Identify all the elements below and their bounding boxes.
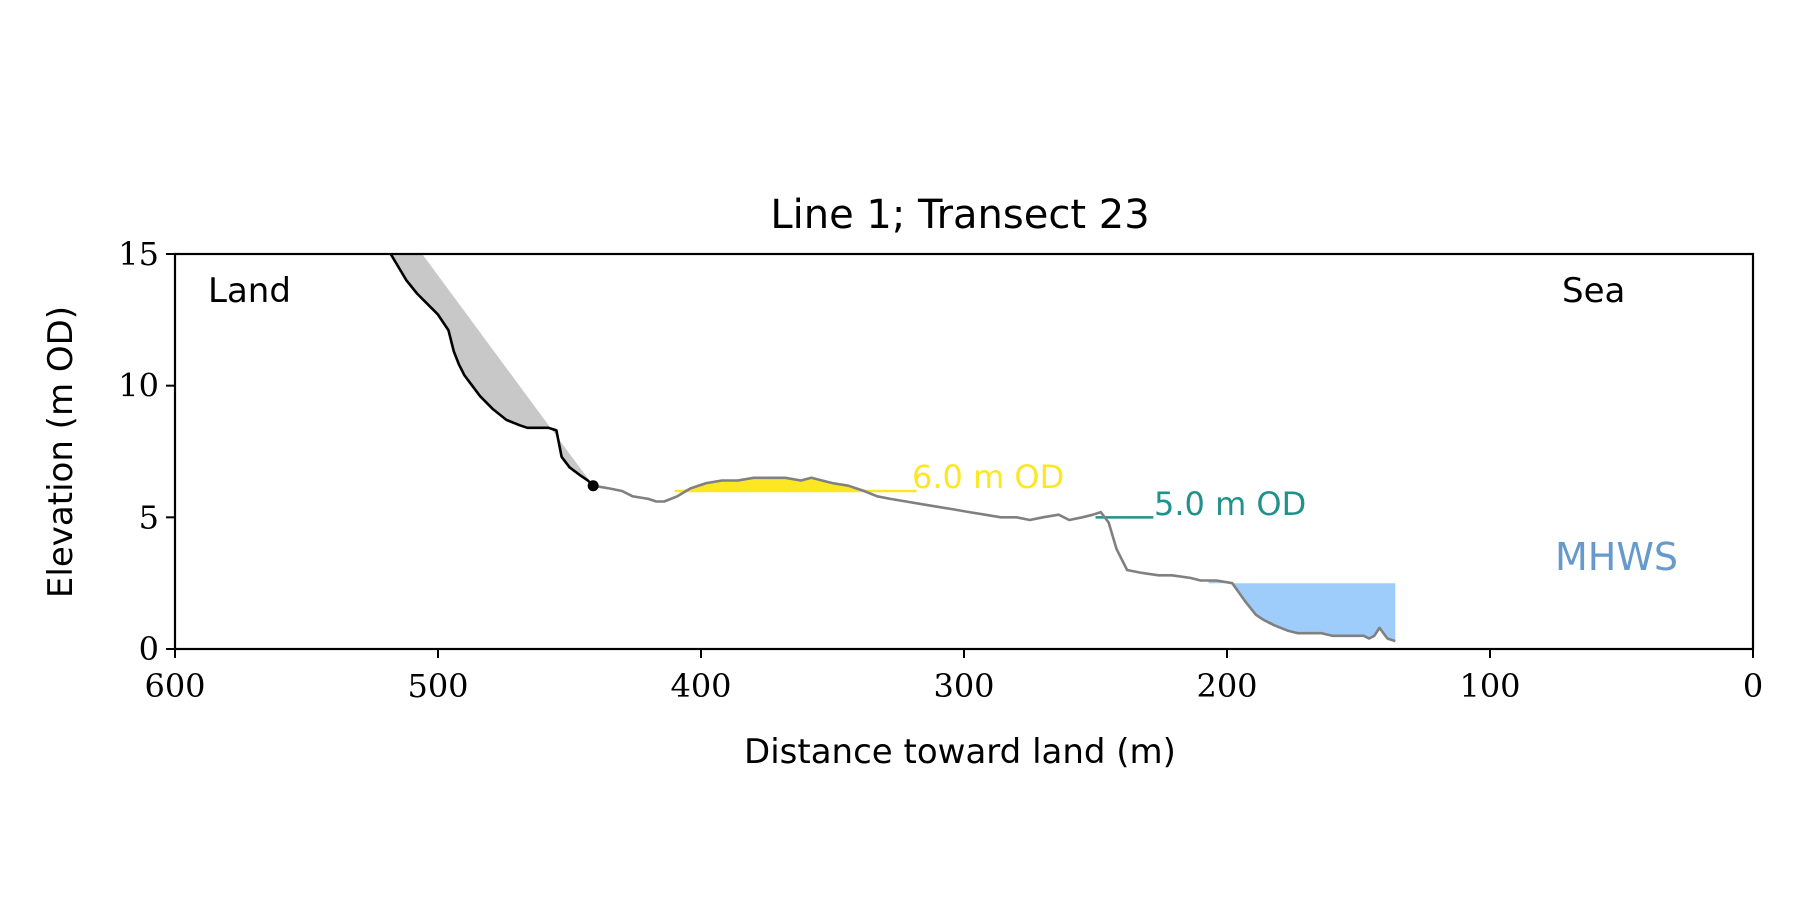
cliff-toe-marker <box>587 480 599 492</box>
y-tick-label: 0 <box>139 630 159 668</box>
x-axis-label: Distance toward land (m) <box>744 732 1176 772</box>
mhws-annotation: MHWS <box>1555 535 1678 579</box>
x-tick-label: 0 <box>1743 667 1763 705</box>
x-tick-label: 400 <box>670 667 731 705</box>
axes-frame <box>173 252 1755 651</box>
od6-annotation: 6.0 m OD <box>912 458 1064 496</box>
y-tick-label: 10 <box>118 367 159 405</box>
cliff-profile-line <box>389 253 595 487</box>
od5-annotation: 5.0 m OD <box>1154 485 1306 523</box>
cliff-erosion-area <box>390 254 594 486</box>
chart-title: Line 1; Transect 23 <box>770 192 1149 238</box>
x-tick-label: 300 <box>933 667 994 705</box>
x-tick-label: 200 <box>1196 667 1257 705</box>
y-axis-label: Elevation (m OD) <box>41 306 81 598</box>
sea-annotation: Sea <box>1562 271 1625 311</box>
plot-area <box>389 253 1396 643</box>
y-tick-label: 15 <box>118 235 159 273</box>
y-axis-ticks: 0 5 10 15 <box>118 235 175 668</box>
mhws-water-area <box>1208 580 1396 642</box>
x-tick-label: 500 <box>407 667 468 705</box>
y-tick-label: 5 <box>139 498 159 536</box>
x-tick-label: 100 <box>1459 667 1520 705</box>
beach-profile-line <box>592 476 1396 643</box>
x-tick-label: 600 <box>144 667 205 705</box>
x-axis-ticks: 600 500 400 300 200 100 0 <box>144 649 1763 705</box>
land-annotation: Land <box>208 271 291 311</box>
